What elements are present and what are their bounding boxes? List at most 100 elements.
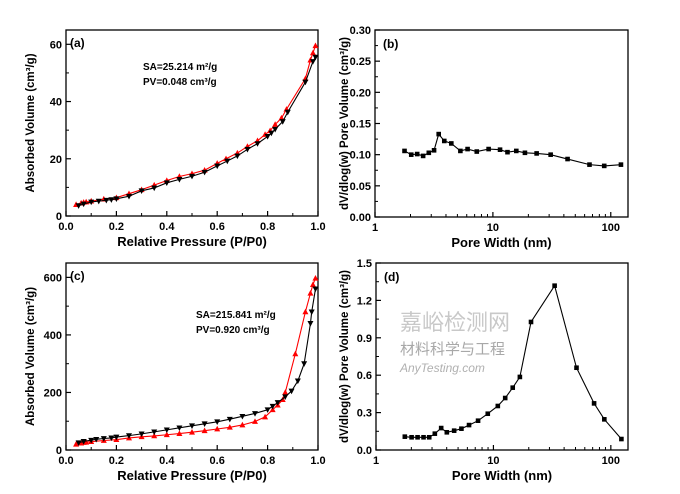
data-point <box>176 176 183 183</box>
data-point <box>505 149 510 155</box>
data-point <box>309 49 316 56</box>
data-point <box>409 434 414 440</box>
watermark-url: AnyTesting.com <box>399 361 485 375</box>
data-point <box>244 146 251 153</box>
data-point <box>274 400 281 406</box>
x-tick-label: 1 <box>372 222 378 234</box>
y-tick-label: 20 <box>50 154 62 166</box>
data-point <box>402 148 407 154</box>
data-point <box>292 350 299 357</box>
x-tick-label: 1.0 <box>310 455 325 467</box>
y-axis-label: dV/dlog(w) Pore Volume (cm³/g) <box>339 37 351 210</box>
x-tick-label: 10 <box>487 222 499 234</box>
panel-label: (b) <box>383 37 398 51</box>
y-tick-label: 0.30 <box>350 25 371 37</box>
x-axis-label: Relative Pressure (P/P0) <box>117 468 267 483</box>
data-point <box>282 394 289 400</box>
data-point <box>113 196 120 203</box>
series-square <box>402 283 624 442</box>
data-point <box>108 435 115 442</box>
panel-label: (a) <box>70 36 85 50</box>
series-triangle-up <box>73 275 319 447</box>
data-point <box>591 401 597 406</box>
data-point <box>534 151 539 156</box>
y-tick-label: 1.5 <box>357 258 372 270</box>
data-point <box>420 153 426 159</box>
y-tick-label: 0.05 <box>350 181 371 193</box>
y-tick-label: 40 <box>50 97 62 109</box>
y-tick-label: 0.20 <box>350 87 371 99</box>
data-point <box>474 149 480 154</box>
x-tick-label: 100 <box>602 455 620 467</box>
data-point <box>465 146 470 152</box>
data-point <box>239 413 246 420</box>
x-tick-label: 1.0 <box>310 221 325 233</box>
data-point <box>441 138 447 144</box>
annotation: SA=25.214 m²/g <box>143 62 217 73</box>
data-point <box>239 421 246 428</box>
data-point <box>226 424 233 430</box>
data-point <box>528 319 534 325</box>
y-tick-label: 0.00 <box>350 212 371 224</box>
data-point <box>514 148 519 154</box>
series-square <box>402 131 624 169</box>
plot-frame <box>65 262 319 451</box>
data-point <box>95 198 102 205</box>
data-point <box>307 290 314 296</box>
data-point <box>176 425 183 432</box>
data-point <box>126 433 132 439</box>
data-point <box>308 309 315 316</box>
y-axis-label: Absorbed Volume (cm³/g) <box>25 53 37 192</box>
y-tick-label: 0 <box>56 211 62 223</box>
data-point <box>495 403 501 409</box>
data-point <box>151 429 158 436</box>
plot-frame <box>374 29 629 218</box>
x-tick-label: 0.4 <box>159 455 175 467</box>
panel-c: 0.0 0.2 0.4 0.6 0.8 1.0 0 200 400 600 Relative Pre… <box>25 262 326 483</box>
data-point <box>93 436 100 443</box>
x-tick-label: 100 <box>602 222 620 234</box>
data-point <box>113 434 120 441</box>
data-point <box>278 114 285 121</box>
data-point <box>436 131 441 137</box>
y-tick-label: 0.9 <box>357 333 372 345</box>
data-point <box>138 188 145 195</box>
data-point <box>444 429 450 435</box>
data-point <box>201 169 208 176</box>
y-tick-label: 0.10 <box>350 150 371 162</box>
panel-a: 0.0 0.2 0.4 0.6 0.8 1.0 0 20 40 60 Relative Pressu… <box>25 29 326 249</box>
y-tick-label: 400 <box>44 330 62 342</box>
data-point <box>565 156 570 162</box>
data-point <box>312 54 319 61</box>
y-tick-label: 1.2 <box>357 295 372 307</box>
data-point <box>414 151 420 157</box>
data-point <box>510 385 516 390</box>
data-point <box>312 286 319 293</box>
data-point <box>294 378 301 385</box>
y-tick-label: 600 <box>44 272 62 284</box>
data-point <box>312 42 319 49</box>
data-point <box>75 203 82 209</box>
data-point <box>502 395 508 401</box>
data-point <box>269 403 276 410</box>
data-point <box>408 152 414 157</box>
y-axis-label: dV/dlog(w) Pore Volume (cm³/g) <box>339 270 351 443</box>
data-point <box>224 158 231 165</box>
data-point <box>80 201 87 208</box>
data-point <box>451 428 457 433</box>
data-point <box>517 374 523 380</box>
data-point <box>421 434 426 440</box>
y-tick-label: 0.25 <box>350 56 371 68</box>
data-point <box>234 153 241 160</box>
data-point <box>272 126 279 133</box>
data-point <box>288 388 295 395</box>
data-point <box>126 193 132 200</box>
data-point <box>282 389 289 395</box>
annotation: PV=0.920 cm³/g <box>196 325 270 336</box>
data-point <box>602 417 607 422</box>
data-point <box>252 411 258 417</box>
annotation: PV=0.048 cm³/g <box>143 77 217 88</box>
panel-b: 1 10 100 0.00 0.05 0.10 0.15 0.20 0.25 0.30 Pore W… <box>339 25 629 250</box>
data-point <box>88 437 95 444</box>
data-point <box>466 422 472 428</box>
